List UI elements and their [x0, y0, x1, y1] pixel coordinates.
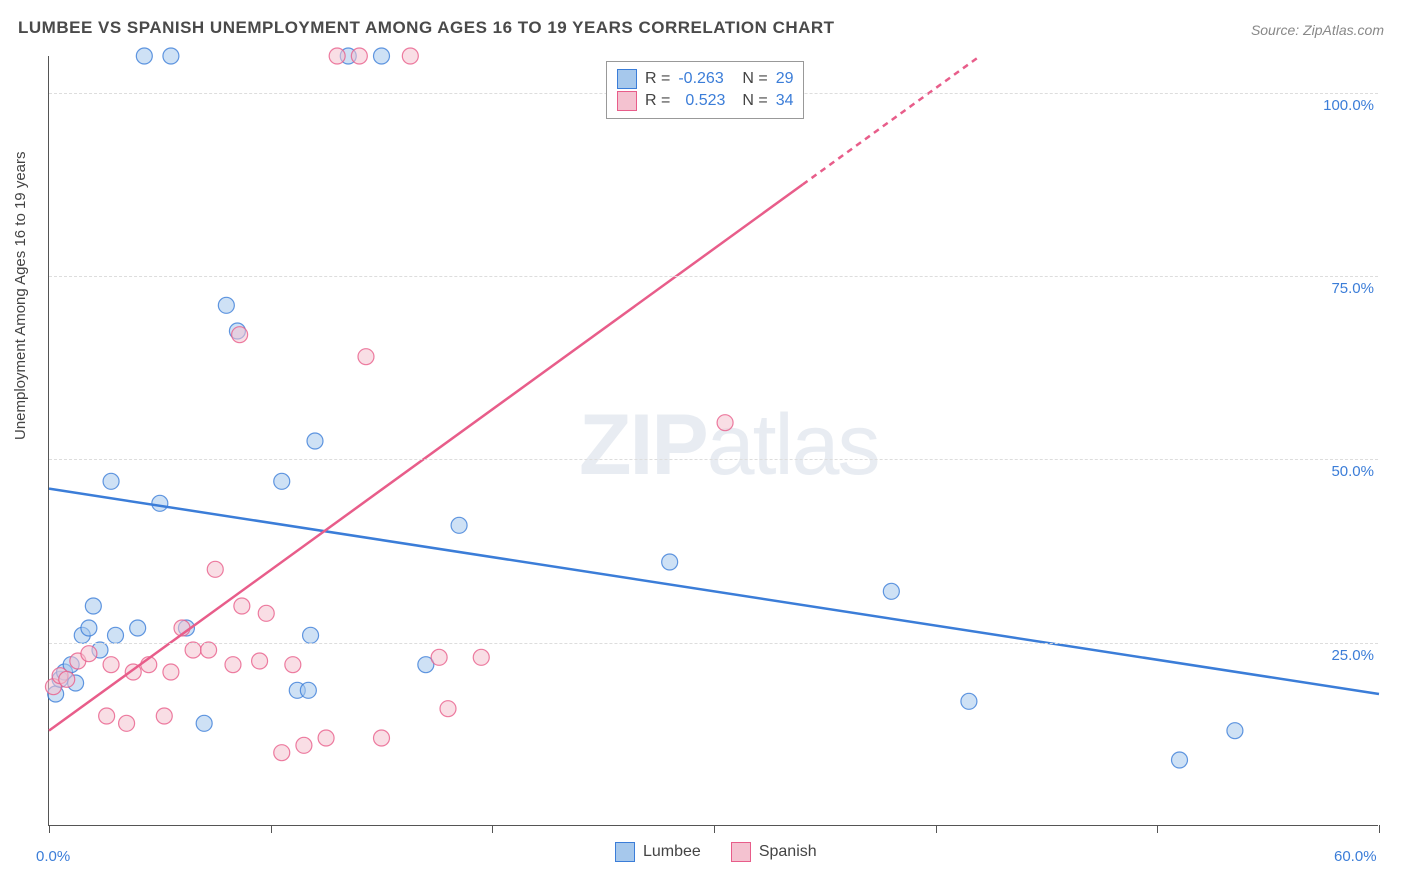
r-label: R =	[645, 68, 670, 90]
data-point	[1227, 723, 1243, 739]
data-point	[103, 473, 119, 489]
data-point	[136, 48, 152, 64]
y-tick-label: 50.0%	[1331, 463, 1374, 480]
data-point	[234, 598, 250, 614]
r-value-lumbee: -0.263	[678, 68, 734, 90]
data-point	[662, 554, 678, 570]
data-point	[274, 473, 290, 489]
data-point	[85, 598, 101, 614]
data-point	[318, 730, 334, 746]
data-point	[351, 48, 367, 64]
data-point	[207, 561, 223, 577]
stats-legend: R = -0.263 N = 29 R = 0.523 N = 34	[606, 61, 804, 119]
plot-area: ZIPatlas	[48, 56, 1378, 826]
legend-item-lumbee: Lumbee	[615, 842, 701, 862]
data-point	[201, 642, 217, 658]
data-point	[300, 682, 316, 698]
y-tick-label: 25.0%	[1331, 647, 1374, 664]
data-point	[717, 415, 733, 431]
x-tick	[936, 825, 937, 833]
data-point	[156, 708, 172, 724]
r-value-spanish: 0.523	[678, 90, 734, 112]
gridline	[49, 276, 1378, 277]
data-point	[81, 620, 97, 636]
data-point	[303, 627, 319, 643]
legend-label-spanish: Spanish	[759, 843, 817, 861]
data-point	[59, 671, 75, 687]
swatch-spanish	[731, 842, 751, 862]
legend-item-spanish: Spanish	[731, 842, 817, 862]
data-point	[402, 48, 418, 64]
data-point	[307, 433, 323, 449]
swatch-lumbee	[615, 842, 635, 862]
stats-row-spanish: R = 0.523 N = 34	[617, 90, 793, 112]
data-point	[152, 495, 168, 511]
data-point	[232, 327, 248, 343]
source-attribution: Source: ZipAtlas.com	[1251, 22, 1384, 38]
gridline	[49, 643, 1378, 644]
x-tick-label-max: 60.0%	[1334, 848, 1377, 865]
data-point	[329, 48, 345, 64]
data-point	[358, 349, 374, 365]
data-point	[374, 730, 390, 746]
data-point	[196, 715, 212, 731]
data-point	[81, 646, 97, 662]
x-tick	[1379, 825, 1380, 833]
x-tick	[714, 825, 715, 833]
n-value-lumbee: 29	[776, 68, 794, 90]
data-point	[163, 48, 179, 64]
chart-title: LUMBEE VS SPANISH UNEMPLOYMENT AMONG AGE…	[18, 18, 835, 38]
data-point	[1172, 752, 1188, 768]
n-value-spanish: 34	[776, 90, 794, 112]
chart-svg	[49, 56, 1378, 825]
x-tick	[492, 825, 493, 833]
data-point	[130, 620, 146, 636]
x-tick-label-min: 0.0%	[36, 848, 70, 865]
trend-line	[49, 185, 803, 731]
trend-line-dashed	[803, 56, 980, 185]
data-point	[218, 297, 234, 313]
legend-label-lumbee: Lumbee	[643, 843, 701, 861]
n-label: N =	[742, 68, 767, 90]
data-point	[473, 649, 489, 665]
data-point	[103, 657, 119, 673]
gridline	[49, 459, 1378, 460]
y-tick-label: 75.0%	[1331, 280, 1374, 297]
data-point	[431, 649, 447, 665]
x-tick	[1157, 825, 1158, 833]
data-point	[258, 605, 274, 621]
data-point	[252, 653, 268, 669]
data-point	[225, 657, 241, 673]
data-point	[440, 701, 456, 717]
n-label: N =	[742, 90, 767, 112]
data-point	[883, 583, 899, 599]
data-point	[274, 745, 290, 761]
r-label: R =	[645, 90, 670, 112]
stats-row-lumbee: R = -0.263 N = 29	[617, 68, 793, 90]
data-point	[99, 708, 115, 724]
data-point	[374, 48, 390, 64]
series-legend: Lumbee Spanish	[615, 842, 817, 862]
data-point	[296, 737, 312, 753]
swatch-lumbee	[617, 69, 637, 89]
x-tick	[49, 825, 50, 833]
data-point	[108, 627, 124, 643]
data-point	[119, 715, 135, 731]
y-tick-label: 100.0%	[1323, 97, 1374, 114]
data-point	[163, 664, 179, 680]
data-point	[961, 693, 977, 709]
data-point	[285, 657, 301, 673]
data-point	[451, 517, 467, 533]
trend-line	[49, 489, 1379, 694]
swatch-spanish	[617, 91, 637, 111]
data-point	[185, 642, 201, 658]
x-tick	[271, 825, 272, 833]
y-axis-title: Unemployment Among Ages 16 to 19 years	[12, 151, 29, 440]
